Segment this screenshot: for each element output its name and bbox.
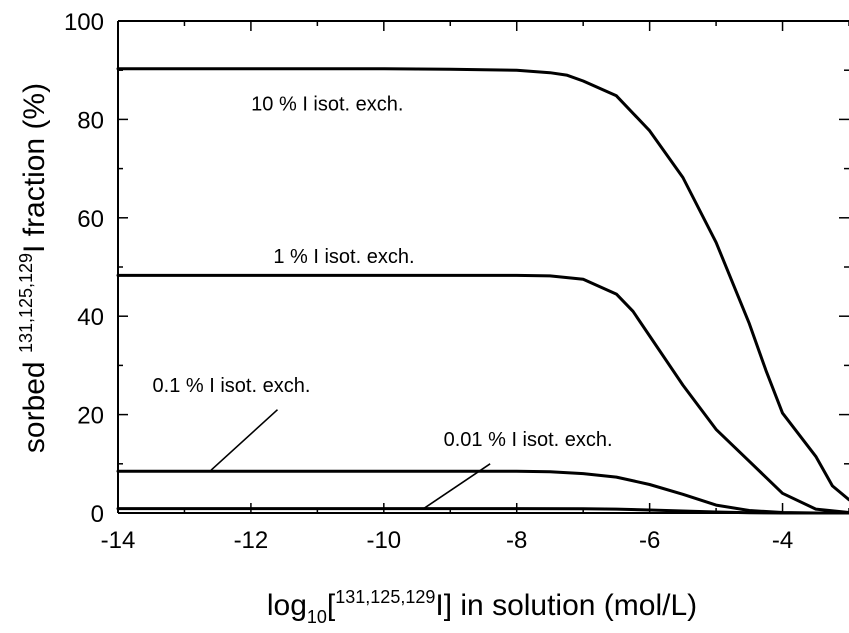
x-tick-label: -12 bbox=[234, 527, 269, 554]
series-line-s10 bbox=[116, 67, 849, 502]
x-axis-title: log10[131,125,129I] in solution (mol/L) bbox=[267, 587, 697, 627]
series-line-s001 bbox=[116, 507, 849, 515]
x-tick-label: -6 bbox=[639, 527, 660, 554]
tick-labels: -14 -12 -10 -8 -6 -4 0 20 40 60 80 100 bbox=[64, 9, 793, 554]
annotation-a10: 10 % I isot. exch. bbox=[251, 94, 403, 116]
y-tick-label: 80 bbox=[77, 107, 104, 134]
annotation-pointer-a001 bbox=[423, 463, 491, 510]
x-tick-label: -4 bbox=[772, 527, 793, 554]
y-tick-label: 20 bbox=[77, 403, 104, 430]
y-tick-label: 100 bbox=[64, 9, 104, 36]
annotation-a01: 0.1 % I isot. exch. bbox=[153, 375, 311, 397]
series-annotations: 10 % I isot. exch. 1 % I isot. exch. 0.1 %… bbox=[153, 94, 613, 510]
y-tick-label: 40 bbox=[77, 304, 104, 331]
data-series bbox=[116, 67, 849, 515]
x-tick-label: -10 bbox=[366, 527, 401, 554]
y-tick-label: 0 bbox=[91, 501, 104, 528]
annotation-a1: 1 % I isot. exch. bbox=[273, 246, 414, 268]
x-tick-label: -14 bbox=[101, 527, 136, 554]
y-tick-label: 60 bbox=[77, 206, 104, 233]
y-axis-title: sorbed 131,125,129I fraction (%) bbox=[16, 83, 51, 453]
annotation-a001: 0.01 % I isot. exch. bbox=[444, 429, 613, 451]
series-line-s1 bbox=[116, 273, 849, 514]
x-tick-label: -8 bbox=[506, 527, 527, 554]
series-line-s01 bbox=[116, 469, 849, 515]
annotation-pointer-a01 bbox=[210, 409, 279, 471]
